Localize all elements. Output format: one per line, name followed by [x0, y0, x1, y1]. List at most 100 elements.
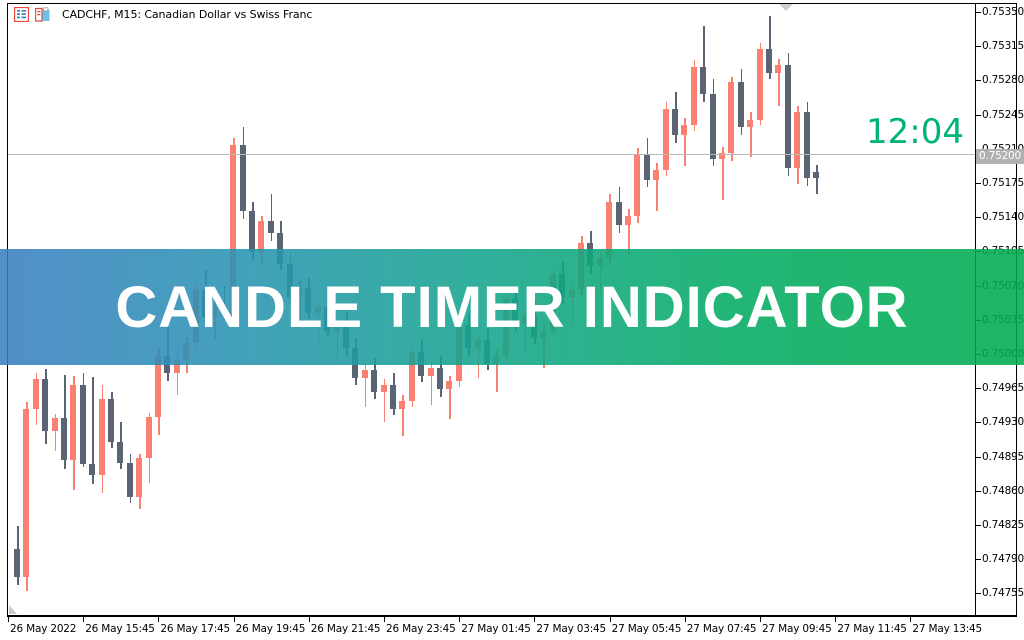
time-tick-label: 26 May 2022 [10, 623, 77, 635]
price-tick [976, 593, 981, 595]
candle-body [662, 108, 669, 171]
time-tick-label: 26 May 21:45 [310, 623, 381, 635]
candle-wick [778, 58, 780, 106]
time-tick [384, 617, 385, 622]
candle-body [643, 154, 650, 181]
candle-wick [54, 413, 57, 451]
candle-body [145, 416, 152, 458]
time-tick [459, 617, 461, 622]
chart-save-icon[interactable] [35, 6, 50, 22]
candle-body [719, 152, 725, 159]
candle-body [709, 94, 716, 159]
candle-body [728, 82, 735, 153]
time-tick [158, 617, 160, 622]
time-tick-label: 26 May 19:45 [235, 623, 306, 635]
candle-wick [402, 395, 404, 437]
data-window-icon-svg [14, 6, 29, 22]
time-tick-label: 27 May 09:45 [762, 623, 832, 635]
candle-body [766, 49, 772, 73]
price-tick-label: 0.75280 [982, 74, 1024, 87]
chart-title: CADCHF, M15: Canadian Dollar vs Swiss Fr… [62, 7, 313, 21]
candle-wick [176, 353, 179, 396]
time-tick-label: 27 May 13:45 [912, 623, 982, 635]
candle-body [625, 216, 631, 226]
candle-body [61, 417, 67, 460]
price-tick-label: 0.74930 [982, 416, 1024, 429]
time-tick [684, 617, 686, 622]
candle-body [155, 356, 161, 417]
time-tick [760, 617, 761, 622]
candle-body [794, 111, 801, 169]
price-tick-label: 0.74895 [982, 450, 1024, 463]
candle-body [108, 399, 114, 443]
candle-wick [722, 146, 724, 200]
candle-body [23, 408, 30, 577]
candle-body [267, 221, 274, 233]
price-tick [976, 422, 981, 424]
candle-body [249, 211, 255, 253]
time-scale-separator [7, 616, 1017, 617]
candle-wick [383, 379, 386, 422]
candle-wick [656, 162, 658, 212]
candle-body [239, 144, 246, 212]
candle-body [136, 457, 143, 497]
time-tick [534, 617, 536, 622]
candle-body [380, 385, 387, 393]
candle-body [277, 232, 284, 265]
candle-body [361, 369, 368, 378]
price-tick [976, 80, 981, 82]
candle-body [690, 66, 697, 126]
price-tick [976, 217, 981, 219]
candle-body [390, 385, 396, 409]
candle-body [399, 400, 406, 409]
candle-body [700, 66, 707, 95]
candle-wick [270, 193, 273, 241]
price-tick-label: 0.74965 [982, 382, 1024, 395]
price-tick-label: 0.75350 [982, 6, 1024, 18]
time-tick-label: 26 May 17:45 [160, 623, 230, 635]
candle-body [89, 463, 96, 476]
price-tick [976, 12, 981, 13]
price-tick [976, 490, 981, 492]
time-tick [910, 617, 912, 622]
candle-body [653, 170, 660, 181]
time-tick [835, 617, 837, 622]
chart-header: CADCHF, M15: Canadian Dollar vs Swiss Fr… [14, 4, 312, 24]
candle-body [70, 385, 77, 460]
time-tick-label: 27 May 05:45 [611, 623, 682, 635]
time-scale[interactable]: 26 May 2022 26 May 15:45 26 May 17:45 26 Ma… [0, 617, 1024, 640]
candle-wick [92, 376, 94, 485]
candle-body [98, 399, 105, 476]
candle-body [747, 119, 754, 128]
candle-body [32, 379, 39, 409]
candle-wick [430, 361, 433, 405]
price-tick-label: 0.75245 [982, 108, 1024, 121]
price-tick [976, 46, 981, 48]
price-tick [976, 183, 981, 184]
price-tick-label: 0.75210 [982, 144, 1024, 155]
promo-banner [0, 249, 1024, 365]
candle-body [813, 172, 819, 179]
time-tick-label: 26 May 23:45 [386, 623, 456, 635]
price-tick [976, 114, 981, 116]
candle-body [672, 108, 678, 136]
time-tick [609, 617, 611, 622]
candle-body [79, 385, 86, 464]
candle-body [230, 144, 237, 314]
price-tick-label: 0.75315 [982, 40, 1024, 53]
data-window-icon[interactable] [14, 6, 29, 22]
time-tick [233, 617, 235, 622]
candle-wick [628, 209, 630, 256]
price-tick [976, 388, 981, 390]
candle-body [737, 82, 744, 128]
scroll-position-marker-icon[interactable] [9, 605, 17, 614]
candle-body [634, 154, 641, 217]
price-tick-label: 0.75140 [982, 211, 1024, 224]
candle-body [258, 221, 265, 253]
candle-body [173, 359, 180, 373]
chart-save-icon-svg [35, 6, 50, 22]
candle-body [784, 64, 791, 169]
price-tick-label: 0.74825 [982, 519, 1024, 531]
time-tick [8, 617, 9, 622]
